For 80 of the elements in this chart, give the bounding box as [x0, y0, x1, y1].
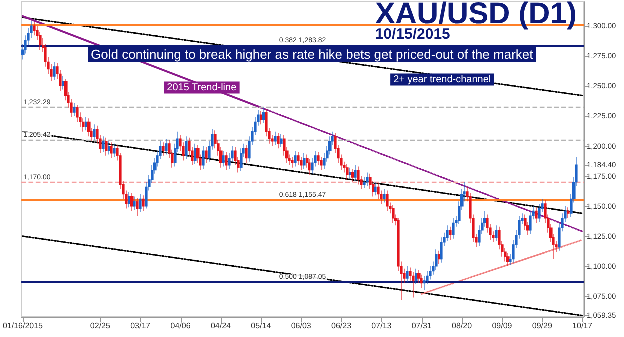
text: 10/15/2015 [375, 26, 450, 43]
x-tick-label: 06/23 [331, 322, 352, 330]
candlestick [136, 198, 139, 216]
candlestick [205, 147, 208, 164]
candlestick [185, 136, 188, 160]
candlestick [274, 132, 277, 146]
x-tick-label: 03/17 [130, 322, 152, 330]
candlestick [351, 168, 355, 183]
candlestick [62, 76, 65, 90]
x-tick-label: 07/13 [372, 322, 392, 330]
candlestick [133, 196, 136, 210]
candlestick [93, 124, 96, 141]
x-tick-label: 02/25 [90, 322, 112, 330]
x-tick-label: 05/14 [251, 322, 272, 330]
candlestick [374, 182, 377, 196]
candlestick [53, 62, 56, 80]
candlestick [277, 132, 280, 149]
candlestick [423, 276, 426, 291]
candlestick [165, 138, 168, 155]
candlestick [128, 192, 131, 208]
x-tick-label: 07/31 [412, 322, 432, 330]
candlestick [529, 210, 532, 234]
x-tick-label: 04/24 [210, 322, 232, 330]
candlestick [291, 156, 294, 168]
candlestick [300, 156, 303, 171]
candlestick [110, 142, 113, 159]
candlestick [85, 117, 88, 131]
candlestick [245, 144, 248, 164]
candlestick [262, 108, 266, 124]
series-label: 2+ year trend-channel [394, 74, 492, 86]
candlestick [260, 111, 263, 125]
candlestick [108, 141, 111, 155]
candlestick [366, 172, 369, 186]
candlestick [139, 194, 142, 213]
x-tick-label: 09/09 [492, 322, 513, 330]
candlestick [294, 150, 297, 168]
candlestick [535, 207, 538, 224]
candlestick [446, 225, 449, 242]
candlestick [415, 268, 418, 285]
x-tick-label: 04/06 [170, 322, 192, 330]
candlestick [440, 237, 443, 264]
x-tick-label: 08/20 [452, 322, 473, 330]
candlestick [142, 195, 145, 212]
x-tick-label: 09/29 [532, 322, 553, 330]
candlestick [280, 134, 283, 148]
candlestick [102, 136, 105, 153]
candlestick [130, 192, 134, 212]
candlestick [495, 225, 498, 242]
candlestick [506, 252, 510, 267]
candlestick [524, 214, 527, 231]
candlestick [438, 250, 441, 264]
candlestick [73, 102, 76, 117]
candlestick [105, 138, 108, 156]
candlestick [222, 150, 225, 168]
candlestick [303, 153, 306, 170]
candlestick [357, 166, 360, 186]
candlestick [417, 270, 421, 284]
candlestick [392, 204, 395, 224]
candlestick [406, 266, 409, 282]
candlestick [354, 165, 357, 182]
candlestick [225, 152, 228, 171]
candlestick [346, 164, 349, 180]
x-tick-label: 06/03 [291, 322, 312, 330]
candlestick [76, 105, 79, 123]
candlestick [320, 156, 323, 171]
candlestick [202, 146, 205, 170]
x-tick-label: 10/17 [572, 322, 594, 330]
candlestick [386, 190, 389, 212]
candlestick [162, 142, 165, 156]
candlestick [567, 207, 570, 219]
candlestick [194, 144, 197, 165]
annotation: Gold continuing to break higher as rate hike bets get priced-out of the market [91, 47, 534, 62]
candlestick [449, 226, 452, 240]
candlestick [240, 148, 243, 172]
x-tick-label: 01/16/2015 [2, 322, 44, 330]
candlestick [383, 189, 386, 204]
candlestick [452, 218, 455, 240]
series-label: 2015 Trend-line [167, 82, 238, 94]
candlestick [113, 144, 116, 158]
candlestick [349, 168, 352, 180]
